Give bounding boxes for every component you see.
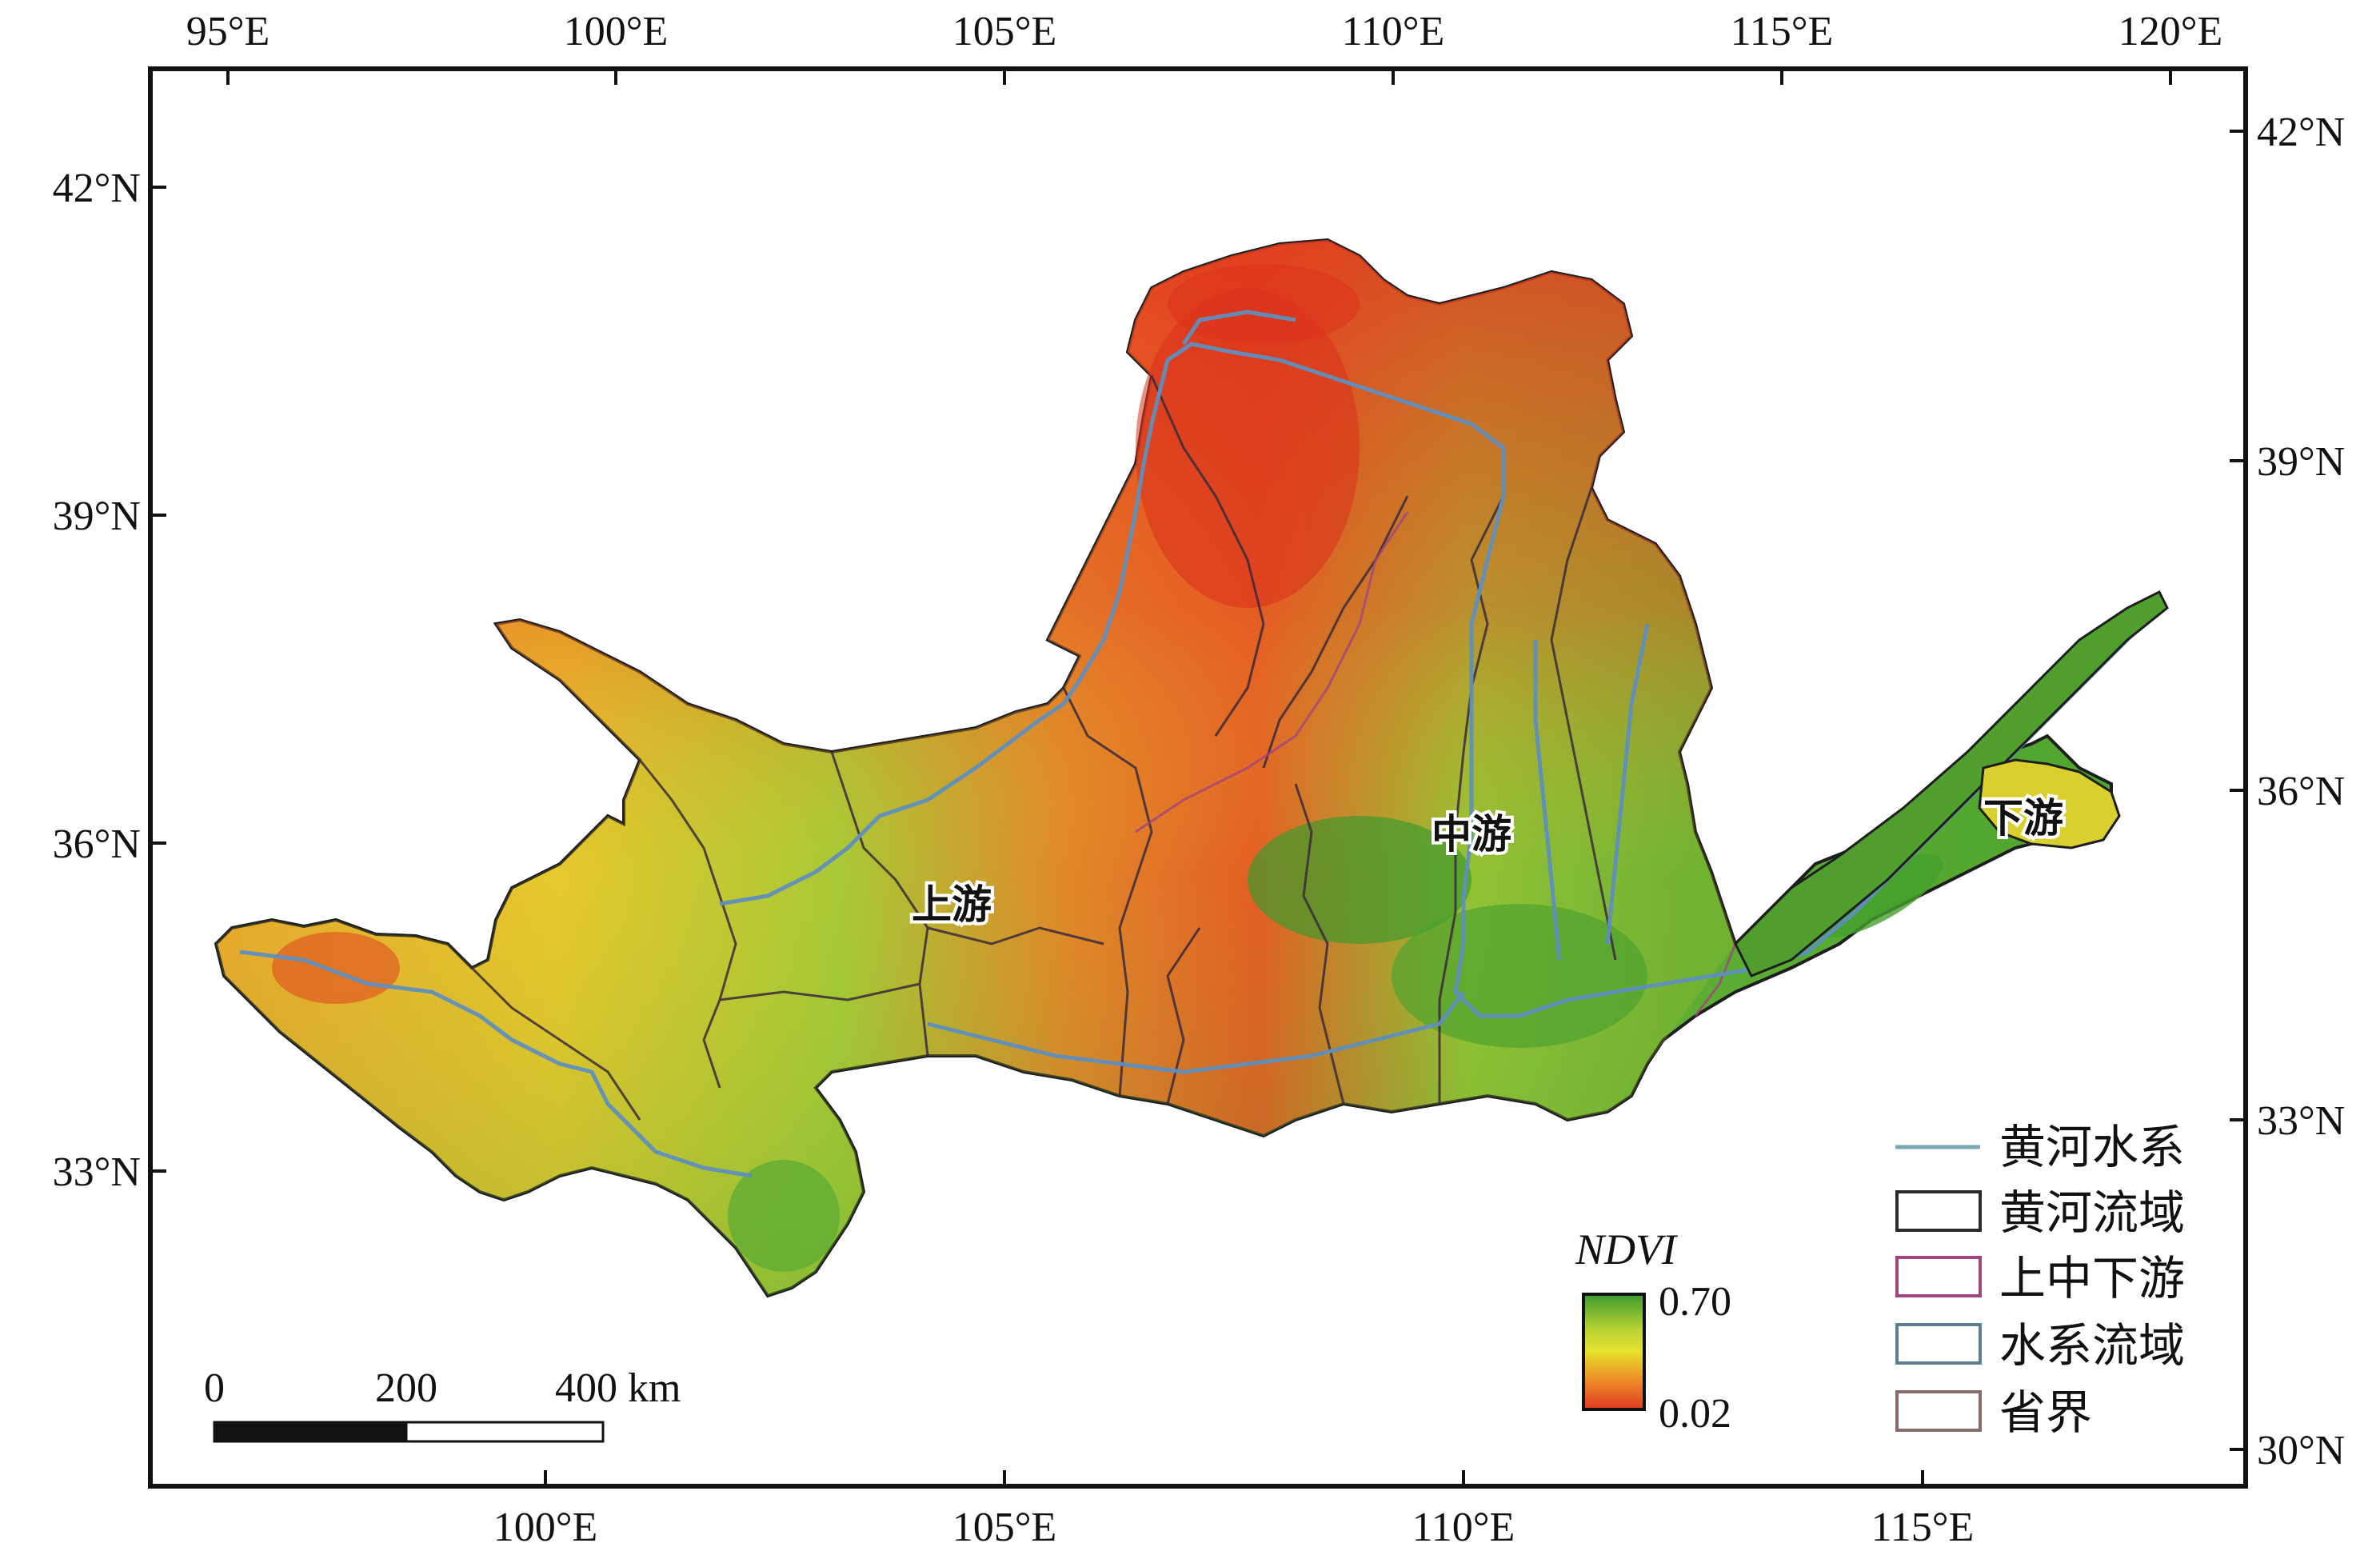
right-lat-label: 39°N: [2257, 439, 2345, 485]
top-lon-label: 110°E: [1342, 9, 1445, 54]
top-longitude-labels: 95°E 100°E 105°E 110°E 115°E 120°E: [186, 9, 2223, 54]
lower-reach-strip: [1734, 590, 2169, 977]
bottom-lon-label: 100°E: [493, 1505, 598, 1547]
legend-symbol-subbasins: [1895, 1323, 1982, 1365]
top-lon-label: 120°E: [2118, 9, 2223, 54]
scale-tick-200: 200: [375, 1365, 437, 1411]
left-latitude-labels: 42°N 39°N 36°N 33°N: [53, 166, 141, 1195]
legend-symbol-reaches: [1895, 1256, 1982, 1297]
left-lat-label: 33°N: [53, 1149, 141, 1195]
middle-reach-label: 中游: [1432, 811, 1511, 857]
ndvi-legend: NDVI 0.70 0.02: [1575, 1225, 1731, 1437]
top-lon-label: 115°E: [1731, 9, 1834, 54]
sub-basin-boundaries: [470, 375, 1617, 1121]
map-legend: 黄河水系 黄河流域 上中下游 水系流域 省界: [1895, 1120, 2185, 1440]
legend-label-subbasins: 水系流域: [1999, 1318, 2185, 1373]
ndvi-legend-title: NDVI: [1575, 1225, 1679, 1273]
right-lat-label: 30°N: [2257, 1428, 2345, 1473]
upper-reach-label: 上游: [912, 881, 992, 928]
shandong-highlands: [1978, 758, 2121, 849]
scale-bar: 0 200 400 km: [204, 1365, 681, 1443]
lower-reach-label: 下游: [1983, 795, 2063, 841]
legend-label-reaches: 上中下游: [1999, 1251, 2185, 1305]
legend-label-river: 黄河水系: [1999, 1120, 2185, 1174]
bottom-lon-label: 105°E: [952, 1505, 1057, 1547]
right-lat-label: 36°N: [2257, 769, 2345, 814]
legend-label-basin: 黄河流域: [1999, 1185, 2185, 1240]
ndvi-max-label: 0.70: [1659, 1279, 1731, 1325]
legend-symbol-basin: [1895, 1190, 1982, 1232]
reach-boundaries: [1135, 511, 1737, 1017]
right-lat-label: 33°N: [2257, 1098, 2345, 1144]
top-lon-label: 100°E: [564, 9, 669, 54]
right-latitude-labels: 42°N 39°N 36°N 33°N 30°N: [2257, 110, 2345, 1473]
frame-ticks: [150, 69, 2246, 1486]
top-lon-label: 95°E: [186, 9, 270, 54]
legend-label-province: 省界: [1999, 1385, 2092, 1440]
bottom-lon-label: 115°E: [1871, 1505, 1975, 1547]
right-lat-label: 42°N: [2257, 110, 2345, 155]
scale-tick-0: 0: [204, 1365, 225, 1411]
ndvi-min-label: 0.02: [1659, 1391, 1731, 1437]
ndvi-colorbar: [1582, 1293, 1646, 1411]
bottom-longitude-labels: 100°E 105°E 110°E 115°E: [493, 1505, 1975, 1547]
top-lon-label: 105°E: [952, 9, 1057, 54]
left-lat-label: 36°N: [53, 821, 141, 867]
legend-symbol-province: [1895, 1390, 1982, 1432]
bottom-lon-label: 110°E: [1412, 1505, 1515, 1547]
left-lat-label: 42°N: [53, 166, 141, 211]
scale-tick-400: 400 km: [555, 1365, 681, 1411]
left-lat-label: 39°N: [53, 494, 141, 539]
